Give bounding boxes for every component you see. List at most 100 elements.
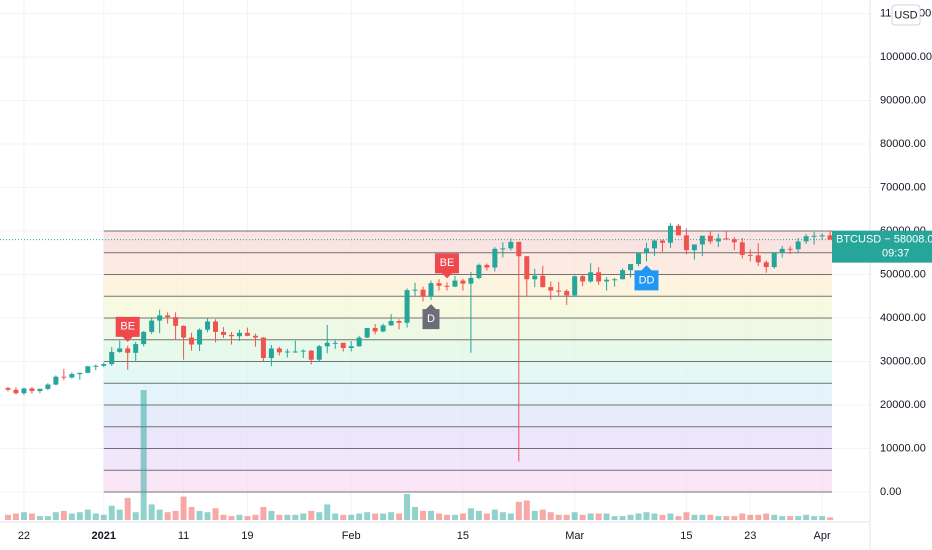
y-tick-label: 10000.00 xyxy=(880,442,926,454)
volume-bar xyxy=(619,516,626,520)
candle-body xyxy=(644,248,650,254)
candle-body xyxy=(117,348,123,352)
candle-body xyxy=(252,335,258,338)
candle-body xyxy=(612,279,618,281)
candle-body xyxy=(197,329,203,345)
volume-bar xyxy=(819,516,826,520)
volume-bar xyxy=(723,516,730,520)
volume-bar xyxy=(204,512,211,520)
volume-bar xyxy=(316,512,323,520)
candle-body xyxy=(580,276,586,282)
candle-body xyxy=(667,225,673,243)
volume-bar xyxy=(188,507,195,520)
volume-bar xyxy=(467,508,474,520)
candle-body xyxy=(244,332,250,336)
volume-bar xyxy=(404,494,411,520)
candle-body xyxy=(85,366,91,373)
volume-bar xyxy=(811,516,818,520)
x-tick-label: 23 xyxy=(744,530,756,542)
volume-bar xyxy=(124,497,131,520)
marker-text: DD xyxy=(639,274,655,286)
candle-body xyxy=(21,388,27,394)
candle-body xyxy=(659,240,665,243)
candle-body xyxy=(811,235,817,237)
volume-bar xyxy=(324,504,331,520)
volume-bar xyxy=(531,510,538,520)
volume-bar xyxy=(691,514,698,520)
candle-body xyxy=(53,376,59,385)
candle-body xyxy=(468,277,474,284)
candle-body xyxy=(492,248,498,268)
volume-bar xyxy=(300,513,307,520)
price-tag xyxy=(832,230,932,263)
volume-bar xyxy=(643,512,650,520)
candle-body xyxy=(404,290,410,323)
level-band xyxy=(103,339,832,362)
candle-body xyxy=(125,348,131,353)
volume-bar xyxy=(276,514,283,520)
volume-bar xyxy=(76,512,83,520)
candle-body xyxy=(476,264,482,278)
level-band xyxy=(103,448,832,471)
volume-bar xyxy=(380,513,387,520)
price-tag-label: BTCUSD − 58008.06 xyxy=(836,234,932,246)
volume-bar xyxy=(36,516,43,520)
currency-label: USD xyxy=(894,9,917,21)
candle-body xyxy=(292,351,298,353)
candle-body xyxy=(755,255,761,263)
volume-bar xyxy=(28,513,35,520)
candle-body xyxy=(564,291,570,296)
candle-body xyxy=(771,252,777,268)
y-tick-label: 20000.00 xyxy=(880,399,926,411)
volume-bar xyxy=(108,505,115,520)
x-tick-label: 11 xyxy=(178,530,189,542)
candle-body xyxy=(683,235,689,251)
candle-body xyxy=(213,321,219,332)
volume-bar xyxy=(132,512,139,520)
volume-bar xyxy=(308,510,315,520)
volume-bar xyxy=(675,516,682,520)
volume-bar xyxy=(555,514,562,520)
volume-bar xyxy=(611,516,618,520)
candle-body xyxy=(133,344,139,353)
candle-body xyxy=(77,372,83,375)
candle-body xyxy=(316,346,322,360)
volume-bar xyxy=(491,509,498,520)
volume-bar xyxy=(420,510,427,520)
volume-bar xyxy=(228,516,235,520)
candle-body xyxy=(620,270,626,280)
candle-body xyxy=(572,276,578,296)
candle-body xyxy=(452,280,458,287)
candle-body xyxy=(675,225,681,236)
candle-body xyxy=(715,238,721,242)
candle-body xyxy=(300,350,306,352)
marker-label xyxy=(422,304,440,330)
currency-badge[interactable] xyxy=(891,4,921,26)
candle-body xyxy=(324,342,330,347)
candle-body xyxy=(723,238,729,240)
candle-body xyxy=(428,283,434,297)
volume-bar xyxy=(667,513,674,520)
candle-body xyxy=(819,235,825,237)
volume-bar xyxy=(435,513,442,520)
volume-bar xyxy=(332,513,339,520)
x-tick-label: Mar xyxy=(565,530,584,542)
candle-body xyxy=(548,287,554,291)
level-band xyxy=(103,470,832,492)
candle-body xyxy=(260,337,266,359)
volume-bar xyxy=(451,514,458,520)
volume-bar xyxy=(795,516,802,520)
volume-bar xyxy=(148,504,155,520)
volume-bar xyxy=(779,516,786,520)
candle-body xyxy=(604,279,610,282)
volume-bar xyxy=(140,390,147,520)
candle-body xyxy=(332,342,338,344)
volume-bar xyxy=(44,516,51,520)
candle-body xyxy=(436,283,442,286)
marker-label xyxy=(115,316,140,342)
candle-body xyxy=(308,350,314,360)
volume-bar xyxy=(507,513,514,520)
x-tick-label: Feb xyxy=(342,530,361,542)
y-tick-label: 80000.00 xyxy=(880,138,926,150)
volume-bar xyxy=(499,512,506,520)
